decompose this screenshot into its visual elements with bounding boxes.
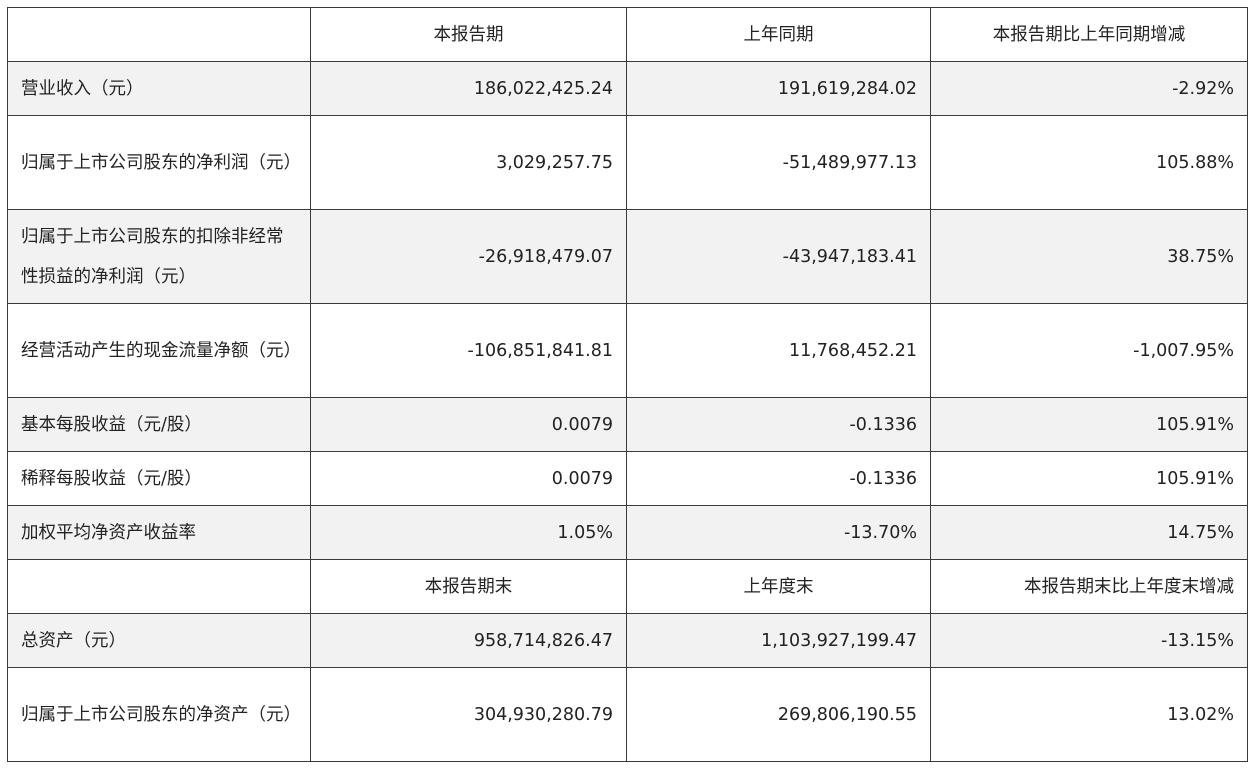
change-value: 105.91% xyxy=(930,397,1248,452)
header-prior-period: 上年同期 xyxy=(626,7,931,62)
prior-value: -51,489,977.13 xyxy=(626,115,931,210)
table-row: 基本每股收益（元/股） 0.0079 -0.1336 105.91% xyxy=(7,397,1248,452)
header-row-period-end: 本报告期末 上年度末 本报告期末比上年度末增减 xyxy=(7,559,1248,614)
header-change: 本报告期比上年同期增减 xyxy=(930,7,1248,62)
current-value: -26,918,479.07 xyxy=(310,209,627,304)
header-current-period: 本报告期 xyxy=(310,7,627,62)
prior-value: -0.1336 xyxy=(626,451,931,506)
change-value: 14.75% xyxy=(930,505,1248,560)
prior-value: 11,768,452.21 xyxy=(626,303,931,398)
current-value: 0.0079 xyxy=(310,451,627,506)
prior-value: -43,947,183.41 xyxy=(626,209,931,304)
table-row: 归属于上市公司股东的扣除非经常性损益的净利润（元） -26,918,479.07… xyxy=(7,209,1248,304)
change-value: 105.91% xyxy=(930,451,1248,506)
row-label: 营业收入（元） xyxy=(7,61,311,116)
current-value: -106,851,841.81 xyxy=(310,303,627,398)
change-value: -13.15% xyxy=(930,613,1248,668)
row-label: 基本每股收益（元/股） xyxy=(7,397,311,452)
current-value: 3,029,257.75 xyxy=(310,115,627,210)
header-blank-cell xyxy=(7,7,311,62)
financial-summary-table: 本报告期 上年同期 本报告期比上年同期增减 营业收入（元） 186,022,42… xyxy=(7,7,1248,762)
row-label: 经营活动产生的现金流量净额（元） xyxy=(7,303,311,398)
table-row: 经营活动产生的现金流量净额（元） -106,851,841.81 11,768,… xyxy=(7,303,1248,398)
prior-value: 191,619,284.02 xyxy=(626,61,931,116)
header-row: 本报告期 上年同期 本报告期比上年同期增减 xyxy=(7,7,1248,62)
prior-value: 269,806,190.55 xyxy=(626,667,931,762)
table-row: 归属于上市公司股东的净利润（元） 3,029,257.75 -51,489,97… xyxy=(7,115,1248,210)
current-value: 186,022,425.24 xyxy=(310,61,627,116)
header-period-end: 本报告期末 xyxy=(310,559,627,614)
change-value: 38.75% xyxy=(930,209,1248,304)
current-value: 304,930,280.79 xyxy=(310,667,627,762)
row-label: 稀释每股收益（元/股） xyxy=(7,451,311,506)
table-row: 营业收入（元） 186,022,425.24 191,619,284.02 -2… xyxy=(7,61,1248,116)
header-blank-cell xyxy=(7,559,311,614)
current-value: 0.0079 xyxy=(310,397,627,452)
prior-value: 1,103,927,199.47 xyxy=(626,613,931,668)
current-value: 1.05% xyxy=(310,505,627,560)
row-label: 归属于上市公司股东的净资产（元） xyxy=(7,667,311,762)
current-value: 958,714,826.47 xyxy=(310,613,627,668)
table-row: 加权平均净资产收益率 1.05% -13.70% 14.75% xyxy=(7,505,1248,560)
change-value: -2.92% xyxy=(930,61,1248,116)
row-label: 归属于上市公司股东的净利润（元） xyxy=(7,115,311,210)
change-value: -1,007.95% xyxy=(930,303,1248,398)
prior-value: -0.1336 xyxy=(626,397,931,452)
row-label: 总资产（元） xyxy=(7,613,311,668)
prior-value: -13.70% xyxy=(626,505,931,560)
table-row: 稀释每股收益（元/股） 0.0079 -0.1336 105.91% xyxy=(7,451,1248,506)
table-row: 总资产（元） 958,714,826.47 1,103,927,199.47 -… xyxy=(7,613,1248,668)
row-label: 归属于上市公司股东的扣除非经常性损益的净利润（元） xyxy=(7,209,311,304)
header-period-end-change: 本报告期末比上年度末增减 xyxy=(930,559,1248,614)
change-value: 105.88% xyxy=(930,115,1248,210)
table-row: 归属于上市公司股东的净资产（元） 304,930,280.79 269,806,… xyxy=(7,667,1248,762)
header-prior-year-end: 上年度末 xyxy=(626,559,931,614)
row-label: 加权平均净资产收益率 xyxy=(7,505,311,560)
change-value: 13.02% xyxy=(930,667,1248,762)
